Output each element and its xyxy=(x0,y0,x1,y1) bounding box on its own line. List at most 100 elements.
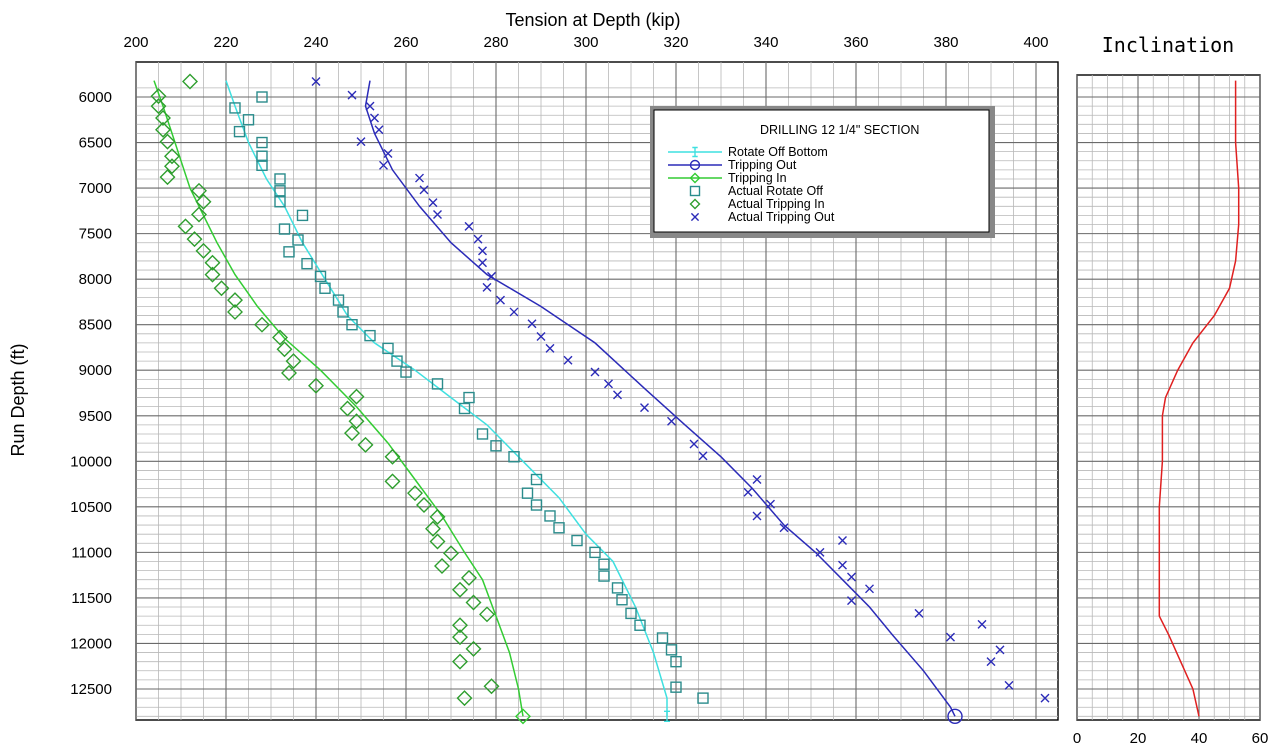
data-point xyxy=(452,653,468,670)
legend-entry: Rotate Off Bottom xyxy=(668,145,828,159)
y-tick-label: 12000 xyxy=(70,635,112,652)
data-point xyxy=(242,114,255,126)
data-point xyxy=(508,451,520,463)
data-point xyxy=(634,619,646,631)
data-point xyxy=(254,316,270,333)
data-point xyxy=(308,377,324,394)
data-point xyxy=(356,137,366,147)
data-point xyxy=(278,223,291,235)
data-point xyxy=(415,173,424,183)
data-point xyxy=(425,520,441,537)
main-x-tick-labels: 200 220 240 260 280 300 320 340 360 380 400 xyxy=(123,34,1048,51)
data-point xyxy=(815,547,825,557)
legend-box xyxy=(653,109,990,233)
data-point xyxy=(496,295,505,305)
data-point xyxy=(159,133,176,150)
legend-entry: Actual Rotate Off xyxy=(689,184,823,198)
data-point xyxy=(319,282,331,294)
data-point xyxy=(374,125,384,135)
legend-entry: Actual Tripping Out xyxy=(690,210,835,224)
data-point xyxy=(544,510,556,522)
x-tick-label: 260 xyxy=(393,34,418,51)
data-point xyxy=(400,366,412,378)
inclination-major-grid xyxy=(1076,75,1261,720)
x-tick-label: 340 xyxy=(753,34,778,51)
data-point xyxy=(604,379,613,389)
legend: DRILLING 12 1/4" SECTION Rotate Off Bott… xyxy=(650,106,995,238)
data-point xyxy=(384,473,401,490)
data-point xyxy=(977,619,987,629)
legend-swatch-marker xyxy=(689,172,701,184)
inclination-line xyxy=(1158,80,1240,717)
x-tick-label: 280 xyxy=(483,34,508,51)
data-point xyxy=(986,657,996,667)
x-tick-label: 300 xyxy=(573,34,598,51)
data-point xyxy=(177,218,194,235)
data-point xyxy=(476,428,489,440)
data-point xyxy=(274,185,286,197)
data-point xyxy=(274,173,286,185)
data-point xyxy=(589,546,601,559)
data-point xyxy=(553,522,565,534)
series-end-marker xyxy=(515,708,531,725)
legend-swatch-marker xyxy=(692,146,698,158)
data-point xyxy=(616,594,628,606)
data-point xyxy=(274,196,286,208)
legend-swatch-marker xyxy=(690,212,700,222)
series-end-marker xyxy=(664,710,670,723)
incl-x-tick-label: 40 xyxy=(1191,730,1208,747)
data-point xyxy=(478,258,487,268)
data-point xyxy=(838,536,847,546)
data-point xyxy=(229,102,241,114)
data-point xyxy=(527,319,537,329)
x-tick-label: 380 xyxy=(933,34,958,51)
inclination-series-layer xyxy=(1158,80,1240,717)
y-tick-label: 10000 xyxy=(70,453,112,470)
data-point xyxy=(276,341,293,358)
data-point xyxy=(233,125,246,138)
legend-entry: Tripping Out xyxy=(668,158,797,172)
data-point xyxy=(195,242,212,259)
data-point xyxy=(431,378,444,390)
data-point xyxy=(670,681,682,693)
y-axis-title: Run Depth (ft) xyxy=(8,343,28,456)
data-point xyxy=(625,607,637,620)
incl-x-tick-label: 20 xyxy=(1130,730,1147,747)
x-tick-label: 240 xyxy=(303,34,328,51)
legend-label: Actual Tripping In xyxy=(728,197,825,211)
data-point xyxy=(281,364,297,381)
data-point xyxy=(301,257,313,270)
data-point xyxy=(479,606,495,623)
data-point xyxy=(346,318,358,331)
series-line xyxy=(364,80,956,717)
data-point xyxy=(433,209,442,219)
inclination-minor-grid xyxy=(1077,75,1260,720)
data-point xyxy=(1040,693,1050,703)
data-point xyxy=(364,329,376,342)
y-tick-label: 11500 xyxy=(71,590,112,607)
data-point xyxy=(191,206,207,223)
data-point xyxy=(995,645,1005,655)
data-point xyxy=(452,617,468,634)
data-point xyxy=(689,439,699,449)
data-point xyxy=(590,367,600,377)
x-tick-label: 200 xyxy=(123,34,148,51)
series-line xyxy=(153,80,524,717)
data-point xyxy=(384,448,401,465)
data-point xyxy=(598,558,610,570)
data-point xyxy=(847,572,856,582)
main-series-layer xyxy=(150,73,1050,725)
x-tick-label: 220 xyxy=(213,34,238,51)
x-tick-label: 400 xyxy=(1023,34,1048,51)
data-point xyxy=(1004,680,1014,690)
data-point xyxy=(563,355,573,365)
data-point xyxy=(521,487,534,499)
legend-entry: Actual Tripping In xyxy=(689,197,825,211)
data-point xyxy=(665,644,678,656)
data-point xyxy=(536,332,546,342)
x-tick-label: 360 xyxy=(843,34,868,51)
data-point xyxy=(159,169,176,186)
data-point xyxy=(272,329,288,346)
data-point xyxy=(195,193,212,210)
